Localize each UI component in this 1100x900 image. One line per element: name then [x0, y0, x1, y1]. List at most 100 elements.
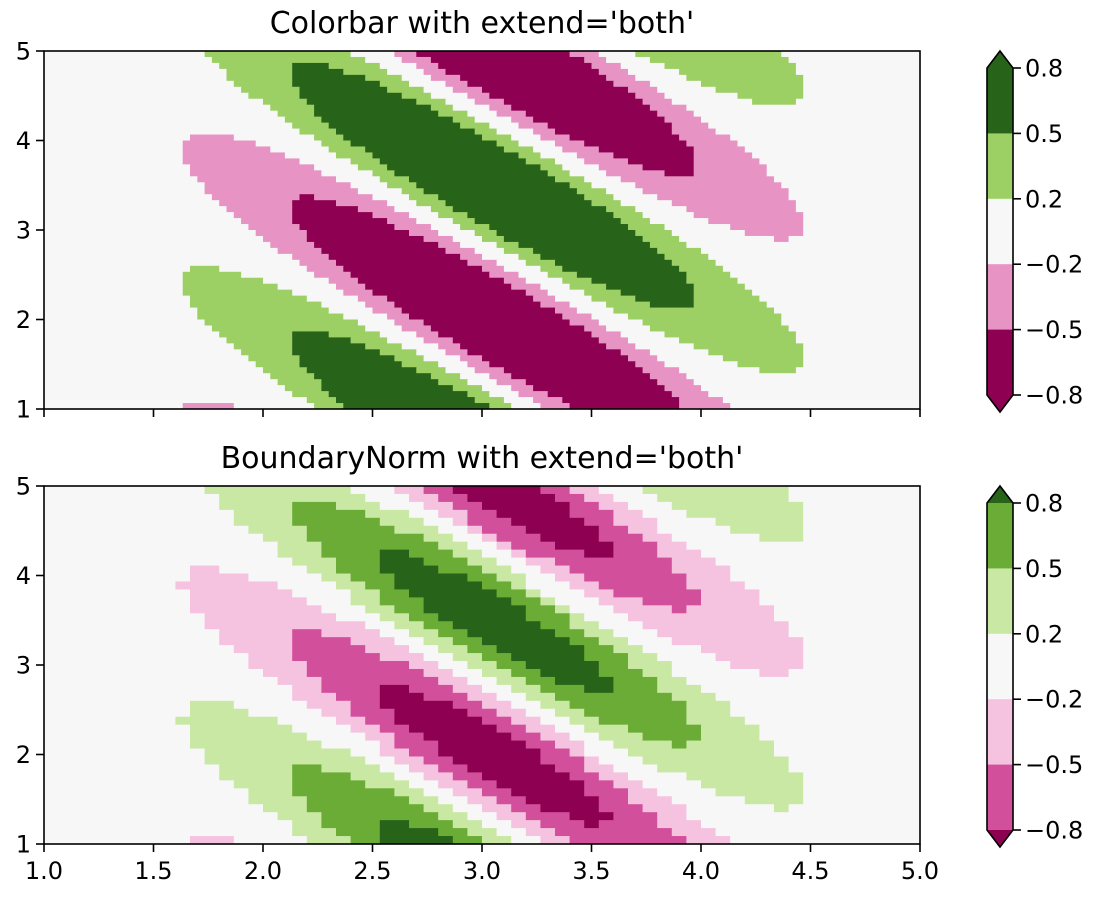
heatmap-cell: [292, 684, 322, 694]
colorbar-band: [987, 198, 1013, 265]
heatmap-cell: [635, 92, 666, 100]
heatmap-cell: [511, 716, 541, 726]
heatmap-cell: [409, 724, 498, 734]
heatmap-cell: [671, 98, 753, 106]
heatmap-cell: [715, 692, 920, 702]
heatmap-cell: [379, 349, 417, 356]
heatmap-cell: [671, 565, 731, 575]
heatmap-cell: [744, 716, 920, 726]
heatmap-cell: [525, 289, 549, 297]
heatmap-cell: [292, 788, 395, 797]
heatmap-cell: [44, 331, 220, 338]
heatmap-cell: [372, 194, 410, 201]
heatmap-cell: [328, 331, 381, 338]
heatmap-cell: [540, 164, 563, 171]
heatmap-cell: [584, 56, 607, 64]
heatmap-cell: [555, 259, 673, 267]
heatmap-cell: [525, 549, 585, 559]
heatmap-cell: [204, 486, 352, 495]
y-tick-label: 2: [16, 741, 31, 769]
bottom-x-axis: 1.0 1.5 2.0 2.5 3.0 3.5 4.0 4.5 5.0: [25, 844, 939, 885]
heatmap-cell: [357, 295, 388, 303]
heatmap-cell: [190, 134, 235, 142]
heatmap-cell: [569, 621, 600, 630]
heatmap-cell: [438, 565, 483, 575]
heatmap-cell: [569, 748, 585, 758]
heatmap-cell: [263, 804, 308, 813]
heatmap-cell: [525, 277, 563, 285]
heatmap-cell: [737, 140, 920, 148]
heatmap-cell: [795, 62, 920, 70]
heatmap-cell: [314, 373, 432, 380]
heatmap-cell: [489, 92, 636, 100]
heatmap-cell: [555, 140, 585, 148]
colorbar-tick-label: −0.5: [1025, 316, 1083, 344]
heatmap-cell: [803, 224, 920, 231]
heatmap-cell: [744, 230, 804, 237]
heatmap-cell: [781, 51, 920, 58]
heatmap-cell: [569, 51, 600, 58]
heatmap-cell: [701, 385, 920, 392]
heatmap-cell: [314, 241, 439, 249]
heatmap-cell: [190, 573, 249, 583]
heatmap-cell: [197, 313, 344, 321]
heatmap-cell: [613, 509, 644, 519]
heatmap-cell: [518, 391, 549, 398]
heatmap-cell: [569, 501, 600, 511]
heatmap-cell: [44, 573, 191, 583]
heatmap-cell: [44, 780, 235, 789]
heatmap-cell: [496, 812, 527, 821]
heatmap-cell: [452, 517, 468, 527]
heatmap-cell: [423, 501, 454, 511]
heatmap-cell: [598, 146, 695, 154]
heatmap-cell: [409, 629, 439, 638]
colorbar-tick-label: −0.5: [1025, 751, 1083, 779]
heatmap-cell: [635, 343, 695, 350]
heatmap-cell: [613, 589, 702, 598]
heatmap-cell: [781, 182, 920, 189]
colorbar-band: [987, 699, 1013, 766]
heatmap-cell: [401, 188, 425, 195]
heatmap-cell: [44, 56, 213, 64]
heatmap-cell: [357, 188, 403, 195]
heatmap-cell: [598, 668, 644, 678]
heatmap-cell: [350, 182, 388, 189]
colorbar-band: [987, 329, 1013, 396]
heatmap-cell: [467, 259, 498, 267]
heatmap-cell: [394, 756, 425, 766]
heatmap-cell: [409, 230, 439, 237]
heatmap-cell: [336, 128, 476, 136]
heatmap-cell: [44, 122, 293, 130]
heatmap-cell: [423, 319, 571, 327]
x-tick-label: 3.5: [572, 857, 610, 885]
heatmap-cell: [584, 645, 614, 654]
heatmap-cell: [270, 104, 315, 112]
heatmap-cell: [496, 557, 527, 567]
heatmap-cell: [44, 379, 279, 386]
heatmap-cell: [555, 597, 600, 606]
heatmap-cell: [576, 188, 607, 195]
heatmap-cell: [474, 397, 505, 404]
heatmap-cell: [44, 597, 191, 606]
heatmap-cell: [584, 740, 614, 750]
heatmap-cell: [350, 748, 381, 758]
heatmap-cell: [409, 313, 563, 321]
heatmap-cell: [482, 716, 512, 726]
heatmap-cell: [350, 158, 381, 165]
colorbar-over-arrow: [987, 486, 1013, 503]
heatmap-cell: [394, 170, 549, 177]
heatmap-cell: [394, 206, 432, 213]
bottom-y-axis: 1 2 3 4 5: [16, 473, 44, 859]
heatmap-cell: [321, 385, 454, 392]
heatmap-cell: [642, 804, 687, 813]
heatmap-cell: [496, 796, 527, 805]
heatmap-cell: [562, 277, 593, 285]
heatmap-cell: [657, 820, 702, 829]
heatmap-cell: [511, 385, 534, 392]
heatmap-cell: [642, 668, 673, 678]
heatmap-cell: [467, 391, 490, 398]
heatmap-cell: [233, 403, 315, 409]
heatmap-cell: [628, 158, 695, 165]
heatmap-cell: [416, 331, 439, 338]
